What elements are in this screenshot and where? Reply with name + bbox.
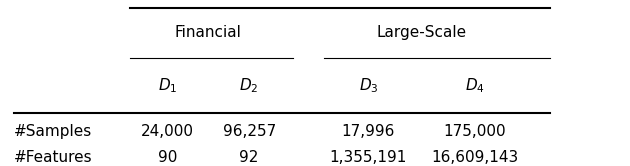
Text: 1,355,191: 1,355,191 [329,150,407,165]
Text: 92: 92 [239,150,259,165]
Text: $D_1$: $D_1$ [158,76,177,95]
Text: 16,609,143: 16,609,143 [432,150,518,165]
Text: 175,000: 175,000 [444,124,507,139]
Text: #Samples: #Samples [14,124,92,139]
Text: $D_4$: $D_4$ [465,76,485,95]
Text: Large-Scale: Large-Scale [377,25,467,40]
Text: $D_2$: $D_2$ [239,76,259,95]
Text: 96,257: 96,257 [222,124,276,139]
Text: 24,000: 24,000 [141,124,194,139]
Text: $D_3$: $D_3$ [358,76,378,95]
Text: 17,996: 17,996 [341,124,395,139]
Text: #Features: #Features [14,150,93,165]
Text: 90: 90 [158,150,177,165]
Text: Financial: Financial [175,25,242,40]
